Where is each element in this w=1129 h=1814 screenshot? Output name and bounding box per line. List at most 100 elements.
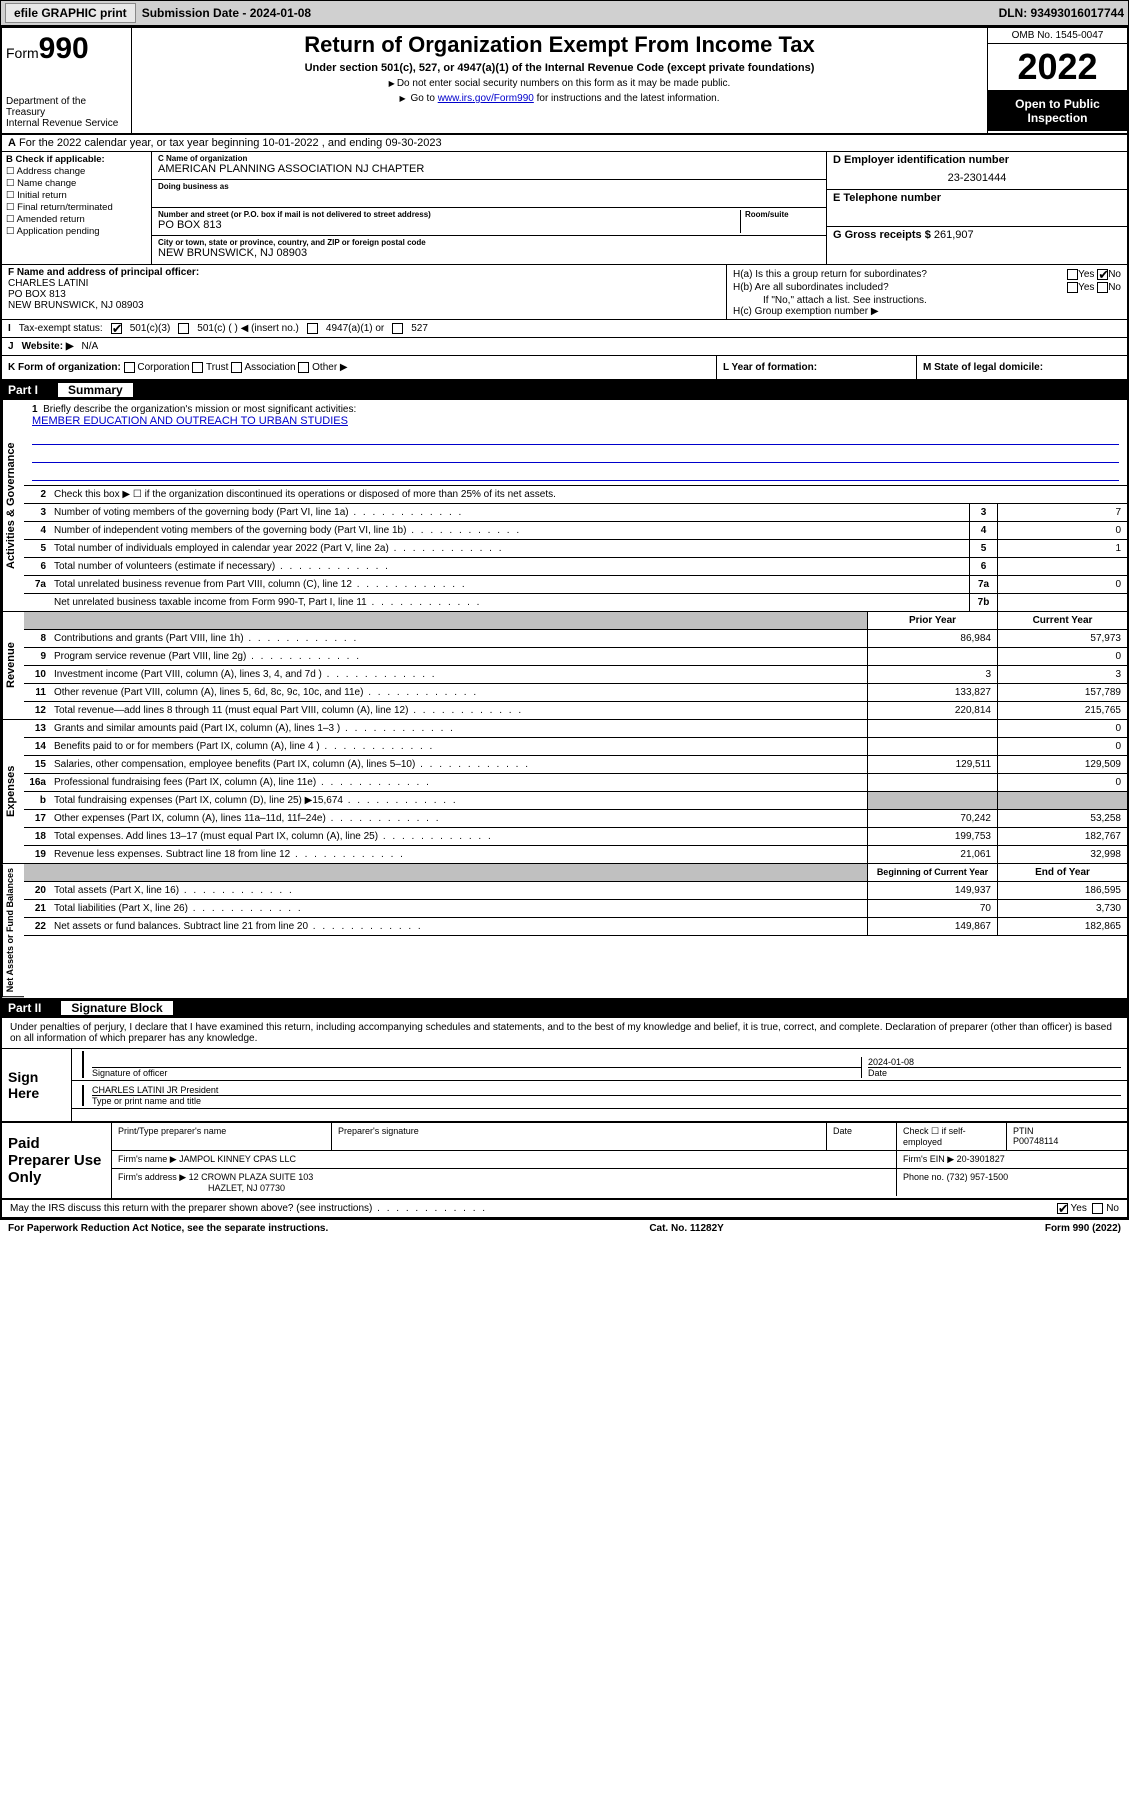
line-20: 20 Total assets (Part X, line 16) 149,93… (24, 882, 1127, 900)
efile-button[interactable]: efile GRAPHIC print (5, 3, 136, 23)
irs-label: Internal Revenue Service (6, 118, 127, 129)
ptin-value: P00748114 (1013, 1136, 1058, 1146)
col-c-org-info: C Name of organization AMERICAN PLANNING… (152, 152, 827, 264)
line-7a: 7aTotal unrelated business revenue from … (24, 576, 1127, 594)
line-7b: Net unrelated business taxable income fr… (24, 594, 1127, 612)
ptin-cell: PTINP00748114 (1007, 1123, 1127, 1150)
chk-app-pending[interactable]: ☐ Application pending (6, 226, 147, 237)
ha-yes[interactable] (1067, 269, 1078, 280)
discuss-row: May the IRS discuss this return with the… (2, 1200, 1127, 1218)
omb-number: OMB No. 1545-0047 (988, 28, 1127, 44)
row-j-website: J Website: ▶ N/A (2, 338, 1127, 356)
k-form-org: K Form of organization: Corporation Trus… (2, 356, 717, 379)
hb-text: H(b) Are all subordinates included? (733, 282, 889, 293)
hb-yes[interactable] (1067, 282, 1078, 293)
preparer-date-label: Date (827, 1123, 897, 1150)
part-i-header: Part I Summary (2, 380, 1127, 400)
dba-label: Doing business as (158, 182, 820, 191)
line-21: 21 Total liabilities (Part X, line 26) 7… (24, 900, 1127, 918)
chk-4947[interactable] (307, 323, 318, 334)
top-toolbar: efile GRAPHIC print Submission Date - 20… (0, 0, 1129, 26)
ha-text: H(a) Is this a group return for subordin… (733, 269, 927, 280)
col-d-ein: D Employer identification number 23-2301… (827, 152, 1127, 264)
vtab-expenses: Expenses (2, 720, 24, 864)
website-label: Website: ▶ (22, 341, 74, 352)
goto-post: for instructions and the latest informat… (534, 93, 720, 104)
mission-line4 (32, 467, 1119, 481)
sig-name-label: Type or print name and title (92, 1095, 1121, 1106)
sig-name-value: CHARLES LATINI JR President (92, 1085, 1121, 1095)
cell-gross: G Gross receipts $ 261,907 (827, 227, 1127, 264)
chk-name-change[interactable]: ☐ Name change (6, 178, 147, 189)
col-b-checkboxes: B Check if applicable: ☐ Address change … (2, 152, 152, 264)
city-value: NEW BRUNSWICK, NJ 08903 (158, 247, 820, 259)
chk-initial-return[interactable]: ☐ Initial return (6, 190, 147, 201)
firm-ein-label: Firm's EIN ▶ (903, 1154, 954, 1164)
paid-row-2: Firm's name ▶ JAMPOL KINNEY CPAS LLC Fir… (112, 1151, 1127, 1169)
pra-notice: For Paperwork Reduction Act Notice, see … (8, 1223, 328, 1234)
preparer-name-label: Print/Type preparer's name (112, 1123, 332, 1150)
goto-pre: Go to (410, 93, 437, 104)
chk-amended[interactable]: ☐ Amended return (6, 214, 147, 225)
hb-no[interactable] (1097, 282, 1108, 293)
line-4: 4Number of independent voting members of… (24, 522, 1127, 540)
label-a: A (8, 137, 16, 149)
opt-527: 527 (411, 323, 428, 334)
netassets-header: Beginning of Current Year End of Year (24, 864, 1127, 882)
mission-question: Briefly describe the organization's miss… (43, 404, 356, 415)
mission-block: 1 Briefly describe the organization's mi… (24, 400, 1127, 486)
irs-link[interactable]: www.irs.gov/Form990 (438, 93, 534, 104)
form-header: Form990 Department of the Treasury Inter… (2, 28, 1127, 135)
chk-assoc[interactable] (231, 362, 242, 373)
sig-date-value: 2024-01-08 (868, 1057, 1121, 1067)
expenses-section: Expenses 13 Grants and similar amounts p… (2, 720, 1127, 864)
sig-name-row: CHARLES LATINI JR President Type or prin… (72, 1081, 1127, 1109)
room-label: Room/suite (745, 210, 820, 219)
firm-phone-value: (732) 957-1500 (947, 1172, 1009, 1182)
mission-line2 (32, 431, 1119, 445)
phone-label: E Telephone number (833, 192, 941, 204)
chk-501c3[interactable] (111, 323, 122, 334)
cell-address: Number and street (or P.O. box if mail i… (152, 208, 826, 236)
row-a-tax-year: A For the 2022 calendar year, or tax yea… (2, 135, 1127, 152)
org-name-label: C Name of organization (158, 154, 820, 163)
row-i-status: I Tax-exempt status: 501(c)(3) 501(c) ( … (2, 320, 1127, 338)
mission-line3 (32, 449, 1119, 463)
chk-501c[interactable] (178, 323, 189, 334)
preparer-sig-label: Preparer's signature (332, 1123, 827, 1150)
row-k-org-form: K Form of organization: Corporation Trus… (2, 356, 1127, 380)
form-title: Return of Organization Exempt From Incom… (140, 32, 979, 58)
hb-line: H(b) Are all subordinates included? Yes … (733, 282, 1121, 293)
line-16a: 16a Professional fundraising fees (Part … (24, 774, 1127, 792)
line-9: 9 Program service revenue (Part VIII, li… (24, 648, 1127, 666)
chk-final-return[interactable]: ☐ Final return/terminated (6, 202, 147, 213)
chk-address-change[interactable]: ☐ Address change (6, 166, 147, 177)
line-b: b Total fundraising expenses (Part IX, c… (24, 792, 1127, 810)
discuss-no[interactable] (1092, 1203, 1103, 1214)
line-22: 22 Net assets or fund balances. Subtract… (24, 918, 1127, 936)
addr-label: Number and street (or P.O. box if mail i… (158, 210, 740, 219)
line-13: 13 Grants and similar amounts paid (Part… (24, 720, 1127, 738)
firm-phone-label: Phone no. (903, 1172, 944, 1182)
org-name: AMERICAN PLANNING ASSOCIATION NJ CHAPTER (158, 163, 820, 175)
chk-527[interactable] (392, 323, 403, 334)
vtab-netassets: Net Assets or Fund Balances (2, 864, 24, 997)
line-6: 6Total number of volunteers (estimate if… (24, 558, 1127, 576)
officer-name: CHARLES LATINI (8, 278, 88, 289)
chk-other[interactable] (298, 362, 309, 373)
opt-501c3: 501(c)(3) (130, 323, 171, 334)
ha-no[interactable] (1097, 269, 1108, 280)
city-label: City or town, state or province, country… (158, 238, 820, 247)
cat-number: Cat. No. 11282Y (649, 1223, 723, 1234)
firm-addr-value: 12 CROWN PLAZA SUITE 103 (189, 1172, 314, 1182)
discuss-yes[interactable] (1057, 1203, 1068, 1214)
chk-trust[interactable] (192, 362, 203, 373)
paid-preparer-block: Paid Preparer Use Only Print/Type prepar… (2, 1123, 1127, 1200)
discuss-text: May the IRS discuss this return with the… (10, 1203, 487, 1214)
chk-corp[interactable] (124, 362, 135, 373)
gross-value: 261,907 (934, 229, 974, 241)
header-center: Return of Organization Exempt From Incom… (132, 28, 987, 133)
sign-here-block: Sign Here Signature of officer 2024-01-0… (2, 1049, 1127, 1123)
submission-date: Submission Date - 2024-01-08 (142, 6, 311, 20)
open-inspection: Open to Public Inspection (988, 91, 1127, 131)
